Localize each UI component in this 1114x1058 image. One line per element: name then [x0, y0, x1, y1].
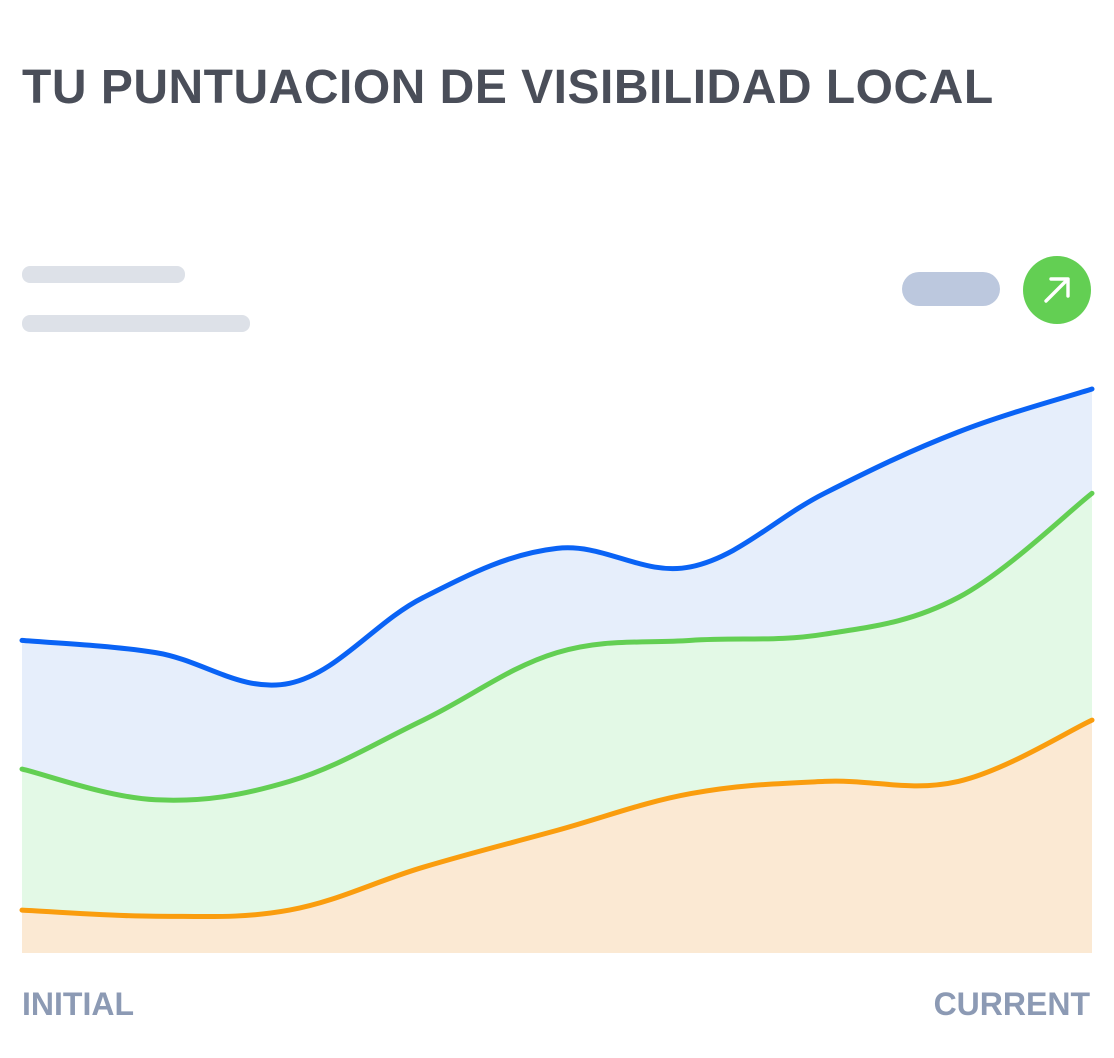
series-1-line [19, 386, 1095, 688]
x-tick-label-start: INITIAL [22, 986, 134, 1022]
page-title: TU PUNTUACION DE VISIBILIDAD LOCAL [22, 61, 994, 114]
arrow-up-right-icon [1044, 277, 1070, 303]
trend-up-button[interactable] [1023, 256, 1091, 324]
series-2-line [19, 490, 1095, 803]
series-3-area [22, 720, 1092, 953]
chart-fills [22, 389, 1092, 953]
x-tick-label-end: CURRENT [933, 986, 1090, 1022]
placeholder-line [22, 266, 185, 283]
series-3-line [19, 717, 1095, 920]
placeholder-pill [902, 272, 1000, 306]
chart-lines [19, 386, 1095, 920]
placeholder-line [22, 315, 250, 332]
